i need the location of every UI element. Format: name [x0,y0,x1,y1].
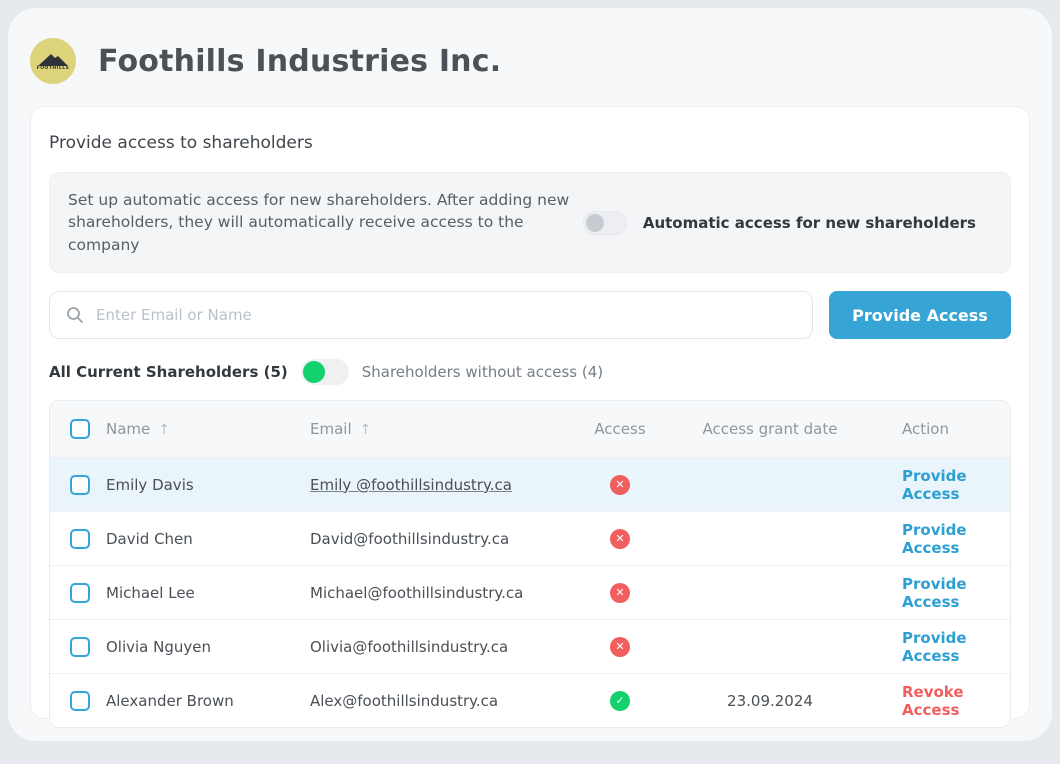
revoke-access-link[interactable]: Revoke Access [902,682,964,719]
row-checkbox-cell [50,528,106,549]
company-logo: FOOTHILLS [30,38,76,84]
row-checkbox-cell [50,474,106,495]
toggle-knob [585,213,604,232]
panel-title: Provide access to shareholders [49,133,313,153]
table-body: Emily Davis Emily @foothillsindustry.ca … [50,457,1010,728]
auto-access-description: Set up automatic access for new sharehol… [68,191,570,254]
sort-asc-icon[interactable]: ↑ [359,422,372,439]
access-panel: Provide access to shareholders Set up au… [30,106,1030,729]
shareholder-email-cell: Emily @foothillsindustry.ca [310,476,570,494]
shareholder-email-link[interactable]: Alex@foothillsindustry.ca [310,691,499,710]
access-status-cell: ✕ [570,528,670,549]
table-row: Olivia Nguyen Olivia@foothillsindustry.c… [50,619,1010,674]
access-status-cell: ✕ [570,582,670,603]
access-denied-icon: ✕ [610,582,630,603]
column-header-action: Action [902,420,949,439]
shareholder-email-link[interactable]: Emily @foothillsindustry.ca [310,475,512,494]
shareholders-table: Name ↑ Email ↑ Access Access grant date Ac… [49,400,1011,729]
provide-access-link[interactable]: Provide Access [902,520,967,557]
provide-access-link[interactable]: Provide Access [902,628,967,665]
auto-access-toggle-label: Automatic access for new shareholders [642,213,976,232]
shareholder-filter-row: All Current Shareholders (5) Shareholder… [49,359,1011,386]
shareholder-email-link[interactable]: David@foothillsindustry.ca [310,529,510,548]
shareholder-name: David Chen [106,529,193,548]
mountain-icon [38,54,68,66]
shareholder-email-link[interactable]: Olivia@foothillsindustry.ca [310,637,509,656]
access-status-cell: ✓ [570,690,670,711]
row-checkbox-cell [50,582,106,603]
auto-access-toggle[interactable] [582,210,627,235]
action-cell: Provide Access [870,629,1010,665]
column-header-email[interactable]: Email ↑ [310,420,570,438]
search-row: Provide Access [49,291,1011,340]
table-row: Michael Lee Michael@foothillsindustry.ca… [50,565,1010,620]
select-all-checkbox[interactable] [70,419,90,440]
provide-access-button[interactable]: Provide Access [829,291,1011,340]
access-granted-icon: ✓ [610,690,630,711]
row-checkbox[interactable] [70,582,90,603]
action-cell: Provide Access [870,575,1010,611]
shareholder-email-cell: David@foothillsindustry.ca [310,530,570,548]
shareholder-name: Emily Davis [106,475,194,494]
shareholder-email-cell: Alex@foothillsindustry.ca [310,692,570,710]
row-checkbox-cell [50,636,106,657]
search-field[interactable] [49,291,813,340]
action-cell: Provide Access [870,467,1010,503]
table-row: David Chen David@foothillsindustry.ca ✕ … [50,511,1010,566]
table-row: Alexander Brown Alex@foothillsindustry.c… [50,673,1010,728]
email-header-label: Email [310,420,352,439]
shareholder-name: Olivia Nguyen [106,637,212,656]
auto-access-toggle-group: Automatic access for new shareholders [582,210,976,235]
all-shareholders-label: All Current Shareholders (5) [49,363,288,382]
row-checkbox[interactable] [70,636,90,657]
access-status-cell: ✕ [570,636,670,657]
column-header-grant-date: Access grant date [702,420,838,439]
provide-access-link[interactable]: Provide Access [902,466,967,503]
shareholder-email-cell: Olivia@foothillsindustry.ca [310,638,570,656]
action-cell: Revoke Access [870,683,1010,719]
shareholder-name: Michael Lee [106,583,195,602]
table-header-row: Name ↑ Email ↑ Access Access grant date Ac… [50,401,1010,458]
action-cell: Provide Access [870,521,1010,557]
header-checkbox-cell [50,419,106,440]
shareholder-filter-toggle[interactable] [300,359,349,386]
access-denied-icon: ✕ [610,636,630,657]
sort-asc-icon[interactable]: ↑ [158,422,170,439]
access-denied-icon: ✕ [610,528,630,549]
page-title: Foothills Industries Inc. [98,43,502,79]
row-checkbox[interactable] [70,528,90,549]
row-checkbox-cell [50,690,106,711]
row-checkbox[interactable] [70,690,90,711]
shareholder-name: Alexander Brown [106,691,234,710]
column-header-access: Access [594,420,646,439]
shareholder-email-link[interactable]: Michael@foothillsindustry.ca [310,583,524,602]
logo-text: FOOTHILLS [36,66,70,71]
app-container: FOOTHILLS Foothills Industries Inc. Prov… [8,8,1052,741]
auto-access-banner: Set up automatic access for new sharehol… [49,172,1011,274]
access-status-cell: ✕ [570,474,670,495]
app-header: FOOTHILLS Foothills Industries Inc. [30,8,1030,106]
provide-access-link[interactable]: Provide Access [902,574,967,611]
search-input[interactable] [96,306,796,325]
table-row: Emily Davis Emily @foothillsindustry.ca … [50,457,1010,512]
name-header-label: Name [106,420,151,439]
search-icon [67,307,83,324]
shareholder-email-cell: Michael@foothillsindustry.ca [310,584,570,602]
without-access-label: Shareholders without access (4) [361,363,604,382]
row-checkbox[interactable] [70,474,90,495]
access-denied-icon: ✕ [610,474,630,495]
access-grant-date: 23.09.2024 [727,691,813,710]
column-header-name[interactable]: Name ↑ [106,420,310,438]
toggle-knob [302,361,325,384]
